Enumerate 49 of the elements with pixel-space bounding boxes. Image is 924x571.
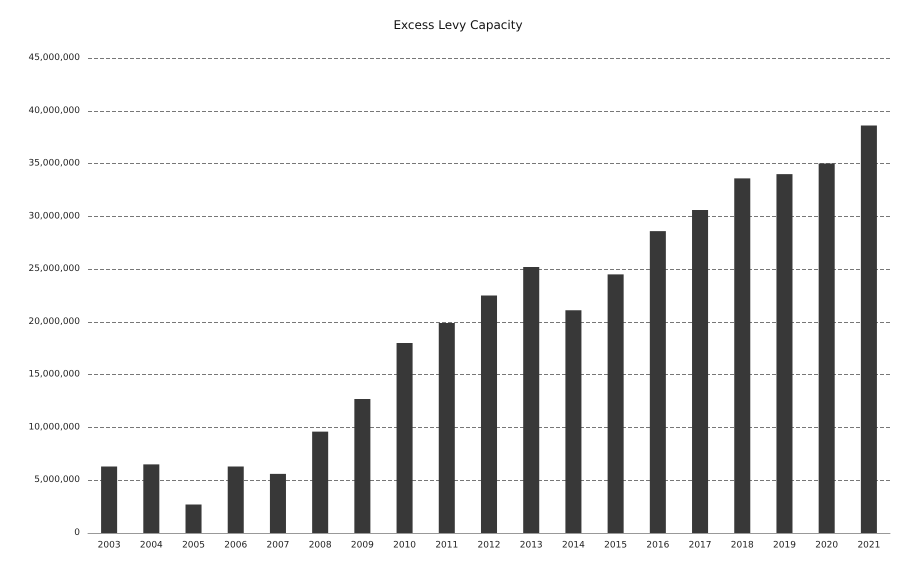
y-tick-label: 40,000,000 [28, 106, 80, 116]
bar [776, 174, 792, 533]
bar [186, 504, 202, 533]
x-tick-label: 2011 [435, 540, 458, 550]
bar [143, 464, 160, 533]
x-tick-label: 2020 [815, 540, 838, 550]
y-tick-label: 30,000,000 [28, 211, 80, 222]
x-tick-label: 2016 [646, 540, 670, 550]
x-tick-label: 2006 [224, 540, 248, 550]
x-tick-label: 2014 [562, 540, 586, 550]
x-tick-label: 2008 [308, 540, 332, 550]
x-tick-label: 2021 [857, 540, 880, 550]
bar [312, 432, 328, 533]
y-tick-label: 20,000,000 [28, 316, 80, 327]
bar [608, 274, 624, 533]
bar [818, 164, 835, 533]
x-tick-label: 2003 [98, 540, 121, 550]
bar [396, 343, 413, 533]
bar [523, 267, 540, 533]
x-tick-label: 2013 [520, 540, 543, 550]
bar [650, 231, 666, 533]
x-tick-label: 2019 [773, 540, 796, 550]
y-tick-label: 15,000,000 [28, 370, 80, 380]
chart-title: Excess Levy Capacity [393, 18, 523, 32]
y-tick-label: 25,000,000 [28, 264, 80, 274]
bar [354, 398, 370, 533]
x-tick-label: 2010 [393, 540, 416, 550]
x-tick-label: 2009 [350, 540, 374, 550]
x-tick-label: 2018 [730, 540, 754, 550]
bar [860, 126, 877, 533]
x-tick-label: 2015 [604, 540, 628, 550]
x-tick-label: 2004 [140, 540, 164, 550]
x-tick-label: 2005 [182, 540, 205, 550]
bar [438, 322, 455, 533]
y-tick-label: 10,000,000 [28, 422, 80, 432]
bar [228, 466, 244, 533]
bar [565, 310, 582, 533]
y-tick-label: 0 [74, 528, 80, 538]
x-tick-label: 2012 [478, 540, 500, 550]
bar [270, 474, 286, 533]
x-tick-label: 2007 [266, 540, 290, 550]
bar [101, 466, 118, 533]
bar [480, 296, 498, 533]
x-tick-label: 2017 [688, 540, 712, 550]
bar [734, 178, 750, 533]
y-tick-label: 5,000,000 [34, 475, 80, 486]
y-tick-label: 45,000,000 [28, 53, 80, 63]
bar [692, 210, 708, 533]
y-tick-label: 35,000,000 [28, 158, 80, 169]
